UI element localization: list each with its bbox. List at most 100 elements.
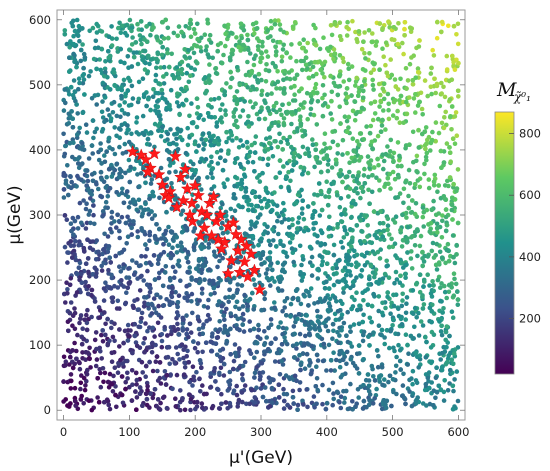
scatter-point (391, 317, 396, 322)
scatter-point (159, 338, 165, 344)
scatter-point (169, 206, 175, 211)
scatter-point (207, 139, 213, 144)
scatter-point (293, 200, 299, 206)
scatter-point (223, 295, 228, 300)
scatter-point (353, 111, 359, 117)
scatter-point (241, 195, 247, 200)
scatter-point (147, 260, 152, 266)
scatter-point (109, 43, 115, 48)
scatter-point (412, 305, 418, 311)
scatter-point (320, 358, 326, 364)
scatter-point (72, 58, 78, 63)
scatter-point (260, 394, 266, 400)
scatter-point (125, 54, 131, 59)
scatter-point (376, 116, 381, 122)
scatter-point (438, 329, 444, 334)
scatter-point (391, 25, 397, 30)
scatter-point (417, 176, 423, 181)
scatter-point (105, 316, 110, 322)
scatter-point (211, 285, 217, 291)
scatter-point (235, 287, 240, 293)
scatter-point (110, 299, 115, 305)
scatter-point (245, 145, 250, 150)
scatter-point (262, 296, 268, 302)
scatter-point (159, 87, 165, 93)
scatter-point (140, 211, 145, 216)
scatter-point (371, 291, 376, 297)
scatter-point (75, 33, 81, 39)
scatter-point (180, 328, 186, 333)
scatter-point (158, 252, 164, 257)
scatter-point (232, 160, 238, 166)
scatter-point (85, 367, 90, 373)
scatter-point (349, 306, 354, 312)
scatter-point (334, 299, 339, 304)
scatter-point (134, 115, 140, 120)
scatter-point (188, 65, 194, 71)
scatter-point (224, 306, 229, 312)
scatter-point (346, 261, 351, 267)
scatter-point (307, 293, 312, 299)
scatter-point (175, 243, 180, 249)
scatter-point (358, 303, 363, 309)
scatter-point (203, 137, 209, 143)
scatter-point (221, 181, 226, 186)
scatter-point (410, 129, 416, 135)
scatter-point (370, 270, 376, 275)
scatter-point (72, 28, 78, 34)
scatter-point (155, 104, 160, 110)
scatter-point (100, 80, 106, 86)
scatter-point (192, 226, 198, 231)
scatter-point (358, 131, 364, 136)
scatter-point (199, 187, 204, 192)
scatter-point (314, 122, 320, 127)
scatter-point (238, 21, 244, 27)
scatter-point (166, 242, 172, 247)
scatter-point (183, 85, 189, 90)
scatter-point (245, 85, 250, 90)
scatter-point (426, 370, 432, 375)
scatter-point (105, 342, 110, 348)
scatter-point (247, 328, 253, 333)
scatter-point (212, 115, 218, 120)
scatter-point (156, 257, 161, 262)
scatter-point (335, 192, 340, 198)
scatter-point (292, 92, 297, 97)
scatter-point (427, 385, 432, 391)
scatter-point (432, 172, 438, 178)
scatter-point (252, 150, 258, 155)
scatter-point (383, 181, 388, 187)
scatter-point (344, 129, 350, 134)
scatter-point (426, 134, 432, 140)
scatter-point (412, 243, 418, 248)
scatter-point (334, 357, 339, 363)
scatter-point (348, 273, 353, 278)
scatter-point (319, 336, 325, 342)
scatter-point (430, 129, 435, 135)
scatter-point (153, 236, 158, 242)
scatter-point (100, 126, 106, 132)
scatter-point (125, 285, 130, 291)
scatter-point (381, 158, 387, 164)
scatter-point (248, 99, 253, 104)
scatter-point (421, 302, 427, 307)
scatter-point (268, 341, 274, 346)
scatter-point (325, 328, 331, 334)
scatter-point (128, 164, 133, 170)
scatter-point (160, 124, 165, 130)
scatter-point (297, 387, 302, 393)
scatter-point (166, 35, 171, 41)
scatter-point (449, 309, 455, 315)
scatter-point (315, 300, 321, 305)
scatter-point (114, 113, 120, 119)
scatter-point (106, 166, 112, 172)
scatter-point (441, 125, 447, 131)
scatter-point (321, 298, 327, 304)
scatter-point (189, 277, 194, 282)
scatter-point (362, 181, 368, 186)
scatter-point (381, 220, 386, 226)
scatter-point (250, 233, 256, 239)
scatter-point (184, 174, 190, 179)
scatter-point (274, 100, 279, 106)
scatter-point (221, 330, 226, 335)
